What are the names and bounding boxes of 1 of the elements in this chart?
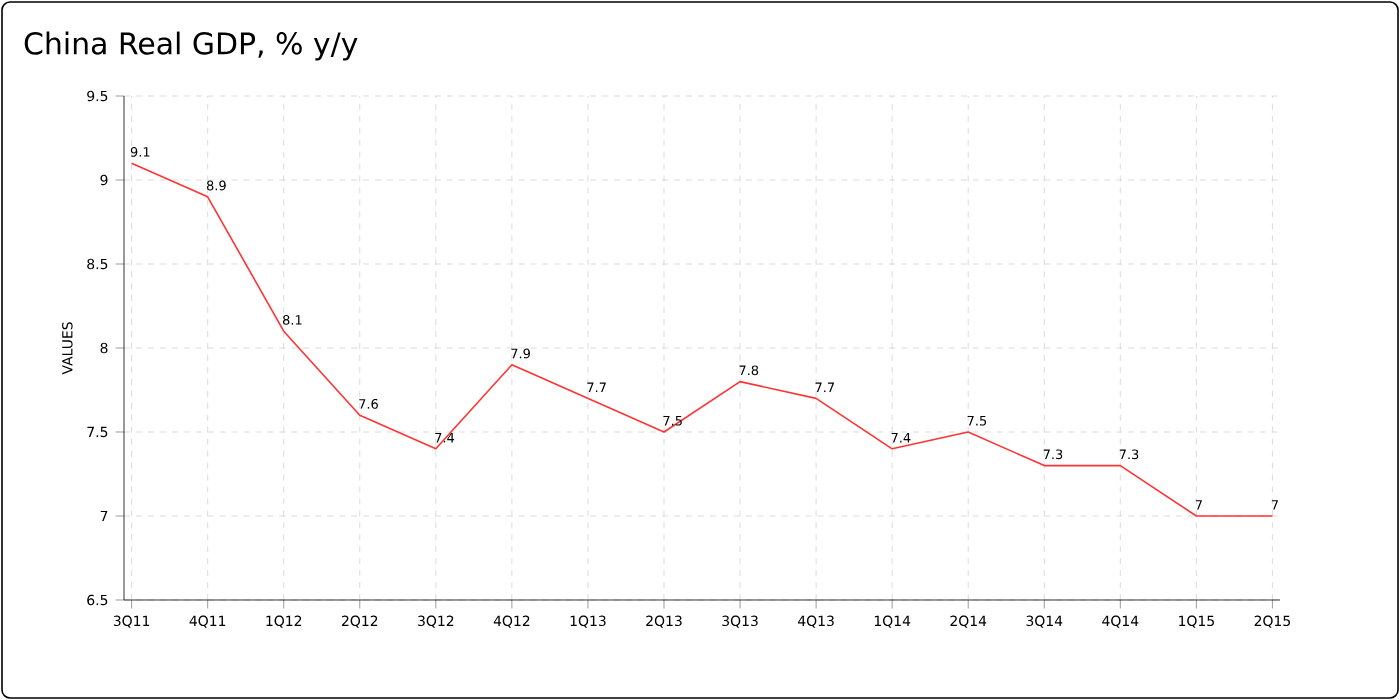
chart-title: China Real GDP, % y/y	[24, 31, 358, 61]
